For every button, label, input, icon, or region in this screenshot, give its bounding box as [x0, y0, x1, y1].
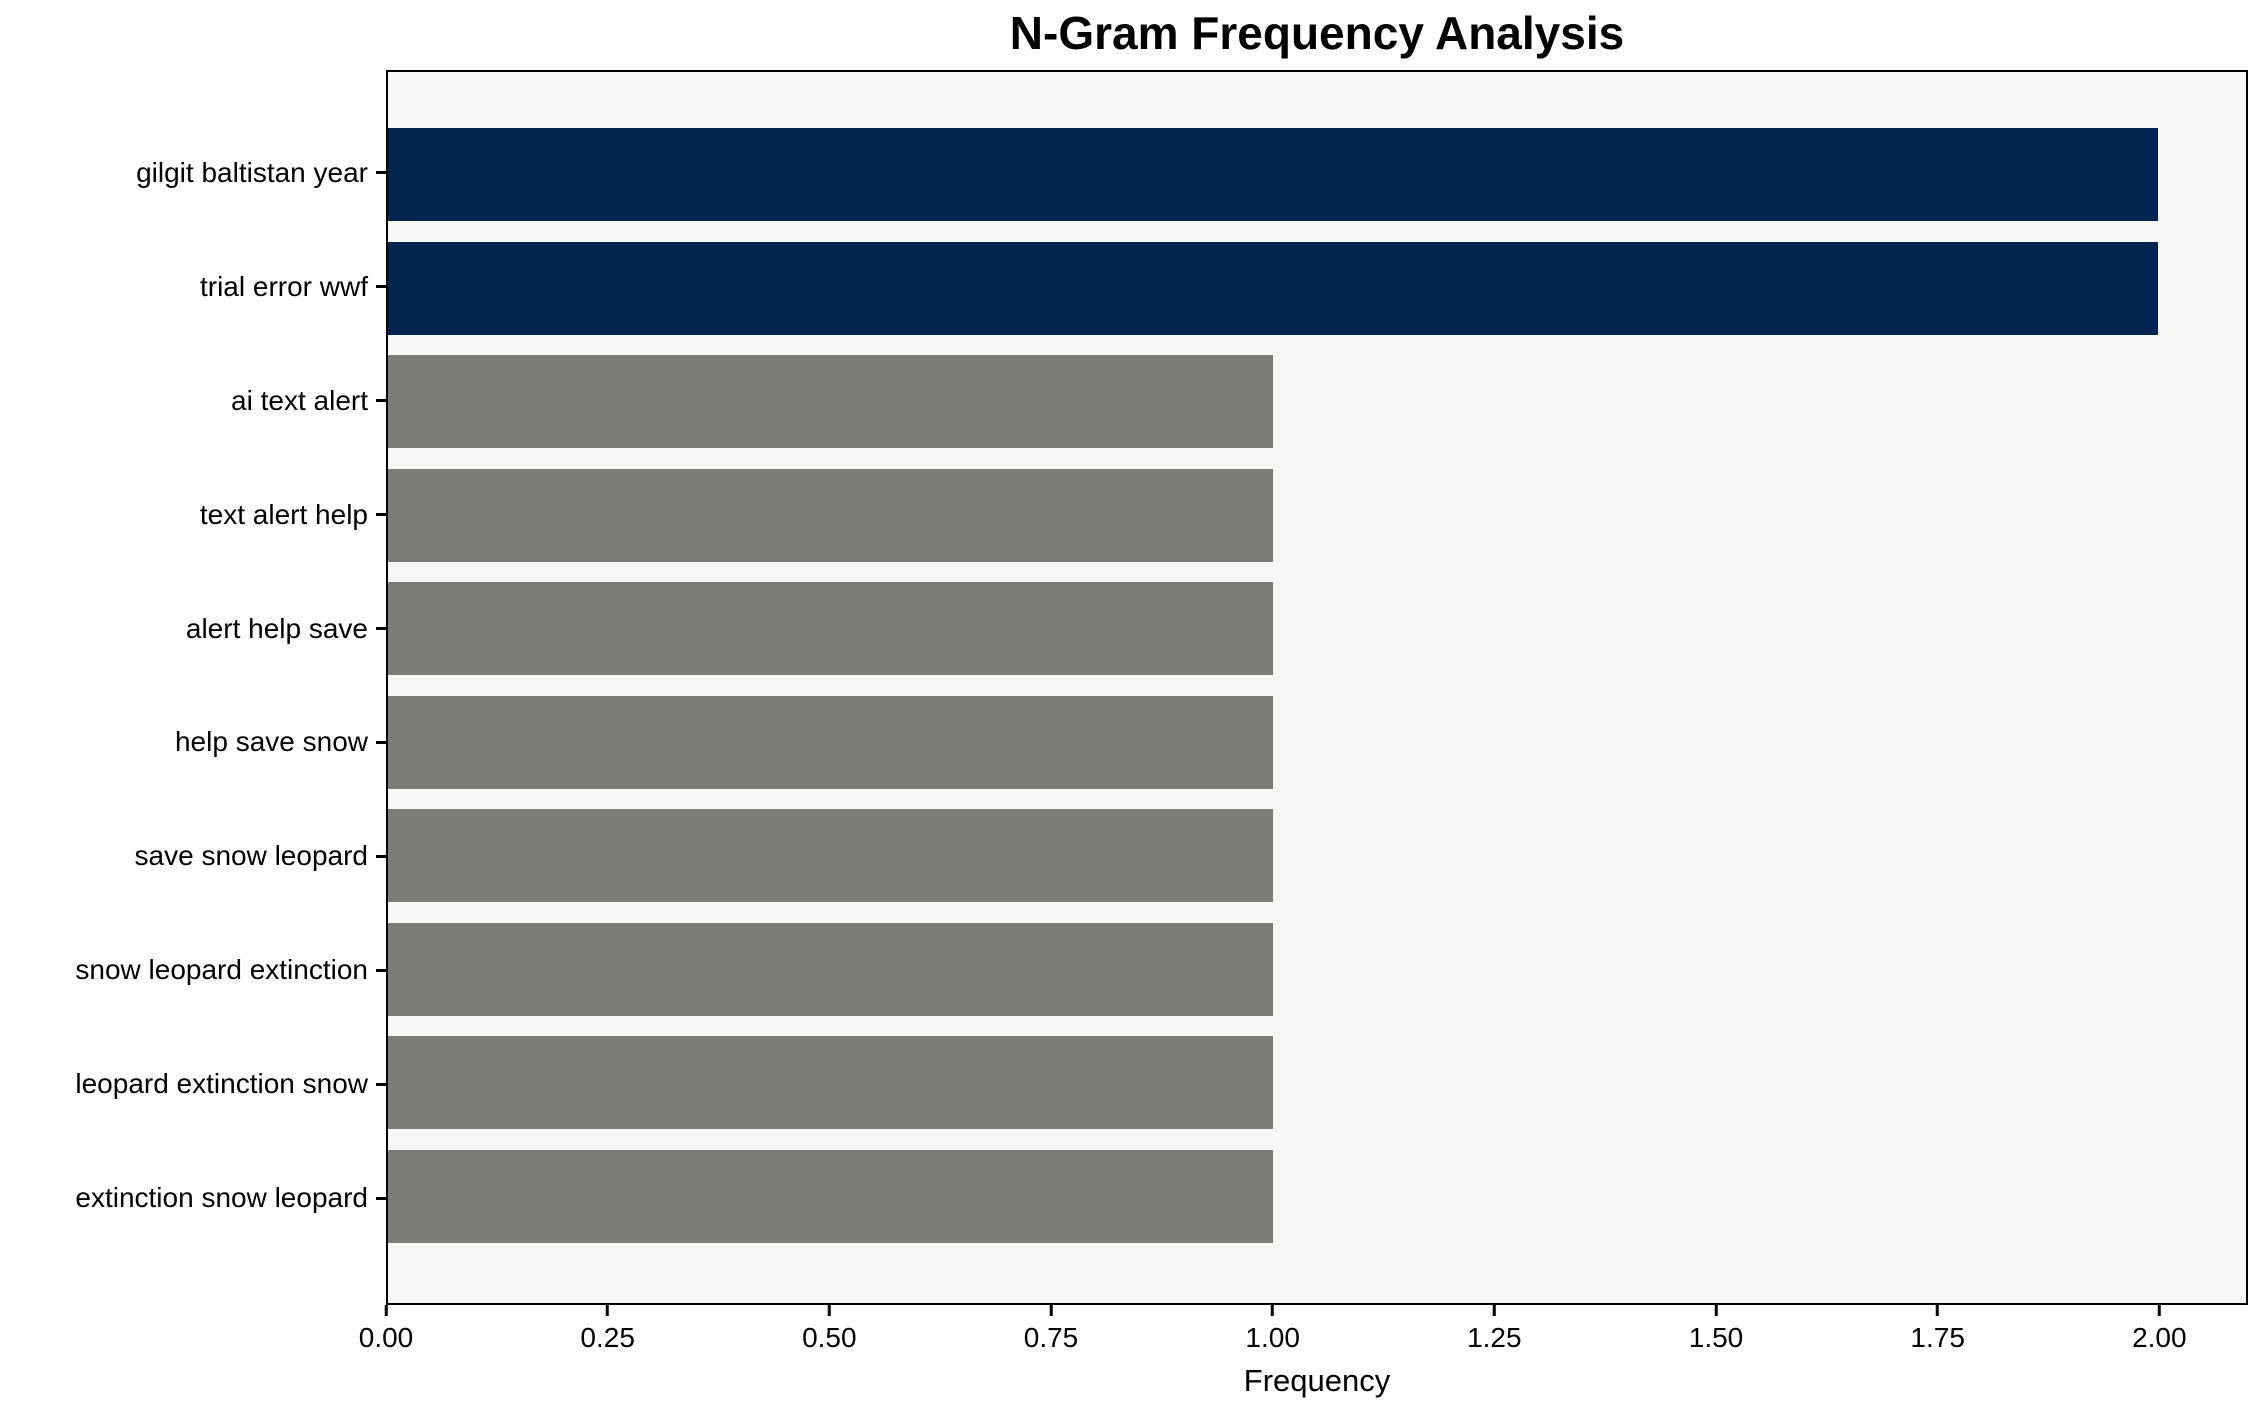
x-tick-label: 2.00	[2132, 1322, 2187, 1353]
y-tick-mark	[376, 968, 386, 972]
bar	[388, 1149, 1273, 1243]
y-tick-label: save snow leopard	[134, 840, 368, 872]
bar-row	[388, 686, 2246, 800]
bar	[388, 355, 1273, 449]
x-tick: 1.25	[1467, 1305, 1522, 1354]
chart-title: N-Gram Frequency Analysis	[1009, 7, 1625, 59]
bar-row	[388, 345, 2246, 459]
bar-row	[388, 1140, 2246, 1254]
y-tick-label: trial error wwf	[199, 270, 368, 302]
bar	[388, 128, 2158, 222]
x-tick-mark	[1271, 1305, 1275, 1316]
x-tick-label: 1.00	[1245, 1322, 1300, 1353]
y-tick-mark	[376, 740, 386, 744]
x-tick: 1.00	[1245, 1305, 1300, 1354]
bar	[388, 241, 2158, 335]
y-tick-mark	[376, 399, 386, 403]
bar-row	[388, 459, 2246, 573]
x-tick-label: 1.75	[1910, 1322, 1965, 1353]
y-tick: help save snow	[0, 686, 386, 800]
x-tick: 0.25	[580, 1305, 635, 1354]
y-tick-mark	[376, 1196, 386, 1200]
x-tick-label: 0.75	[1023, 1322, 1079, 1353]
bar	[388, 809, 1273, 903]
x-tick-label: 0.00	[358, 1322, 414, 1353]
x-tick-label: 0.50	[802, 1322, 857, 1353]
bar-row	[388, 1026, 2246, 1140]
bar-row	[388, 572, 2246, 686]
y-tick: save snow leopard	[0, 799, 386, 913]
y-tick-label: gilgit baltistan year	[136, 156, 368, 188]
y-tick-label: snow leopard extinction	[75, 954, 368, 986]
y-tick: text alert help	[0, 458, 386, 572]
x-tick-mark	[606, 1305, 610, 1316]
bar-row	[388, 232, 2246, 346]
y-tick: leopard extinction snow	[0, 1027, 386, 1141]
bar	[388, 1036, 1273, 1130]
y-tick: snow leopard extinction	[0, 913, 386, 1027]
y-tick-label: help save snow	[174, 726, 368, 758]
y-tick-mark	[376, 171, 386, 175]
x-tick: 0.50	[802, 1305, 857, 1354]
y-tick-mark	[376, 285, 386, 289]
y-tick: trial error wwf	[0, 230, 386, 344]
x-tick-mark	[1049, 1305, 1053, 1316]
x-tick: 2.00	[2132, 1305, 2187, 1354]
y-tick: ai text alert	[0, 344, 386, 458]
y-axis: gilgit baltistan year trial error wwf ai t…	[0, 70, 386, 1305]
y-tick-label: text alert help	[199, 498, 368, 530]
x-tick: 1.50	[1688, 1305, 1744, 1354]
x-axis-label: Frequency	[1243, 1363, 1391, 1398]
y-tick-label: ai text alert	[231, 384, 368, 416]
y-tick-label: extinction snow leopard	[75, 1182, 368, 1214]
x-tick-mark	[1936, 1305, 1940, 1316]
x-tick-mark	[1714, 1305, 1718, 1316]
x-tick: 0.00	[358, 1305, 414, 1354]
x-tick-label: 1.50	[1688, 1322, 1744, 1353]
y-tick: extinction snow leopard	[0, 1141, 386, 1255]
y-tick-label: leopard extinction snow	[75, 1068, 368, 1100]
x-tick-mark	[384, 1305, 388, 1316]
x-tick: 0.75	[1023, 1305, 1079, 1354]
plot-area	[386, 70, 2248, 1305]
x-axis: 0.00 0.25 0.50 0.75 1.00 1.25 1.50 1.75 2.00	[359, 1305, 2248, 1375]
bar-row	[388, 799, 2246, 913]
bar-row	[388, 913, 2246, 1027]
bars-layer	[388, 72, 2246, 1303]
x-tick-mark	[2157, 1305, 2161, 1316]
y-tick-mark	[376, 1082, 386, 1086]
x-tick-label: 1.25	[1467, 1322, 1522, 1353]
y-tick-mark	[376, 854, 386, 858]
bar	[388, 468, 1273, 562]
x-tick-mark	[1492, 1305, 1496, 1316]
x-tick: 1.75	[1910, 1305, 1965, 1354]
y-tick-mark	[376, 627, 386, 631]
x-tick-mark	[827, 1305, 831, 1316]
bar-row	[388, 118, 2246, 232]
bar	[388, 695, 1273, 789]
x-tick-label: 0.25	[580, 1322, 635, 1353]
y-tick: alert help save	[0, 572, 386, 686]
y-tick-mark	[376, 513, 386, 517]
bar	[388, 582, 1273, 676]
y-tick-label: alert help save	[185, 612, 368, 644]
y-tick: gilgit baltistan year	[0, 116, 386, 230]
bar	[388, 922, 1273, 1016]
